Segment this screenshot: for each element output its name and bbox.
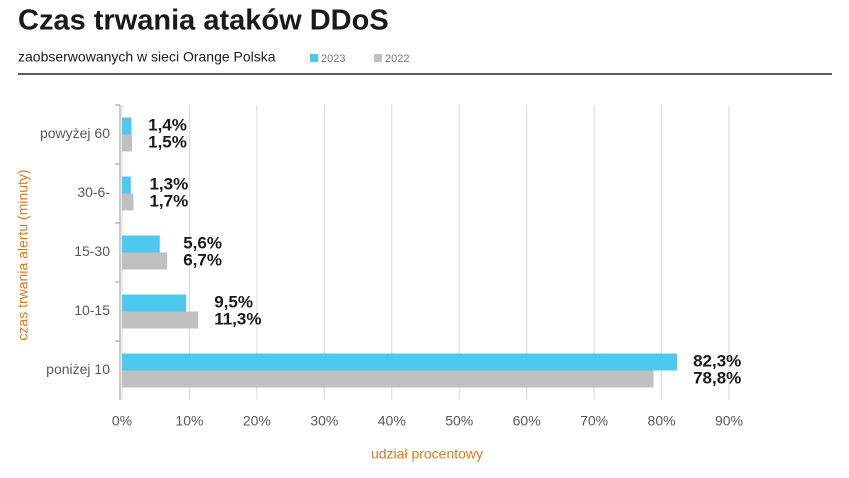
x-tick-label: 90% [715, 413, 743, 429]
value-label: 1,7% [149, 191, 188, 210]
value-label: 6,7% [183, 250, 222, 269]
x-tick-label: 30% [310, 413, 338, 429]
y-tick-label: 10-15 [74, 302, 110, 318]
y-tick-label: 15-30 [74, 243, 110, 259]
value-label: 5,6% [183, 233, 222, 252]
x-tick-label: 60% [513, 413, 541, 429]
y-tick-label: 30-6- [77, 184, 110, 200]
value-label: 82,3% [693, 351, 741, 370]
bar [122, 134, 133, 152]
bar [122, 252, 168, 270]
legend-label: 2023 [321, 53, 345, 65]
value-label: 1,5% [148, 132, 187, 151]
value-label: 78,8% [693, 368, 741, 387]
x-tick-label: 10% [175, 413, 203, 429]
x-tick-label: 80% [648, 413, 676, 429]
legend-swatch [310, 54, 318, 62]
bar [122, 235, 160, 253]
legend-swatch [374, 54, 382, 62]
bar [122, 311, 199, 329]
chart-title: Czas trwania ataków DDoS [18, 5, 389, 37]
x-tick-label: 40% [378, 413, 406, 429]
x-tick-label: 20% [243, 413, 271, 429]
bar [122, 193, 134, 211]
x-tick-label: 50% [445, 413, 473, 429]
bar [122, 353, 678, 371]
y-tick-label: powyżej 60 [40, 125, 110, 141]
bar [122, 294, 187, 312]
x-tick-label: 0% [112, 413, 132, 429]
chart-subtitle: zaobserwowanych w sieci Orange Polska [18, 49, 276, 65]
value-label: 1,4% [148, 115, 187, 134]
x-tick-label: 70% [580, 413, 608, 429]
legend-label: 2022 [385, 53, 409, 65]
bar [122, 176, 131, 194]
bar [122, 370, 654, 388]
y-axis-title: czas trwania alertu (minuty) [15, 169, 31, 340]
value-label: 11,3% [214, 309, 261, 328]
value-label: 9,5% [214, 292, 253, 311]
y-tick-label: poniżej 10 [46, 361, 110, 377]
x-axis-title: udział procentowy [371, 446, 483, 462]
value-label: 1,3% [149, 174, 188, 193]
bar [122, 117, 132, 135]
